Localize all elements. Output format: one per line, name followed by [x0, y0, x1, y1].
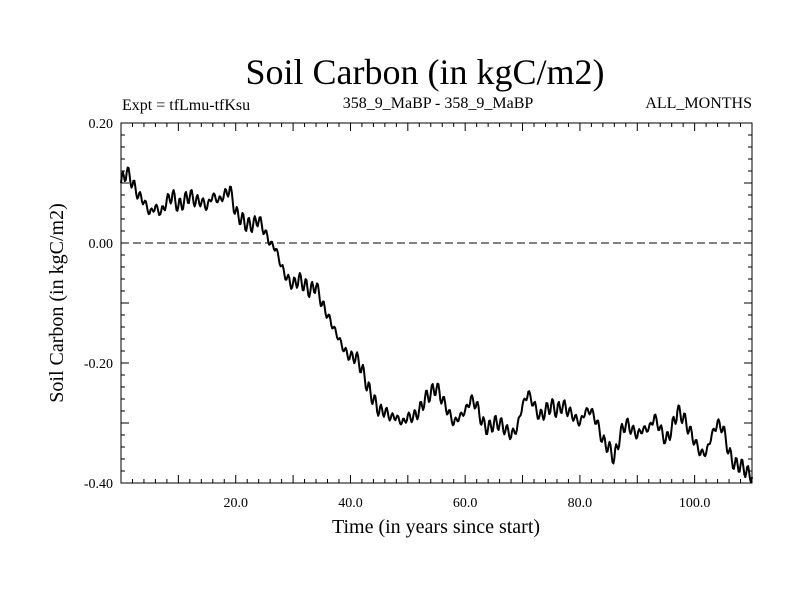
y-axis-label: Soil Carbon (in kgC/m2) — [46, 203, 68, 402]
tick-labels: 20.0 40.0 60.0 80.0 100.0 0.20 0.00 -0.20 -0.40 — [84, 117, 711, 511]
series-line-soil-carbon — [120, 166, 753, 484]
x-axis-label: Time (in years since start) — [332, 516, 540, 538]
experiment-label: Expt = tfLmu-tfKsu — [122, 97, 250, 114]
x-tick-label: 40.0 — [338, 496, 363, 511]
months-label: ALL_MONTHS — [645, 95, 752, 112]
y-tick-label: -0.20 — [84, 357, 113, 372]
y-tick-label: 0.00 — [89, 237, 114, 252]
x-tick-label: 100.0 — [679, 496, 711, 511]
y-tick-label: -0.40 — [84, 477, 113, 492]
period-label: 358_9_MaBP - 358_9_MaBP — [343, 95, 534, 112]
x-tick-label: 80.0 — [568, 496, 593, 511]
x-tick-label: 60.0 — [453, 496, 478, 511]
chart-title: Soil Carbon (in kgC/m2) — [246, 52, 605, 92]
y-tick-label: 0.20 — [89, 117, 114, 132]
x-tick-label: 20.0 — [223, 496, 248, 511]
